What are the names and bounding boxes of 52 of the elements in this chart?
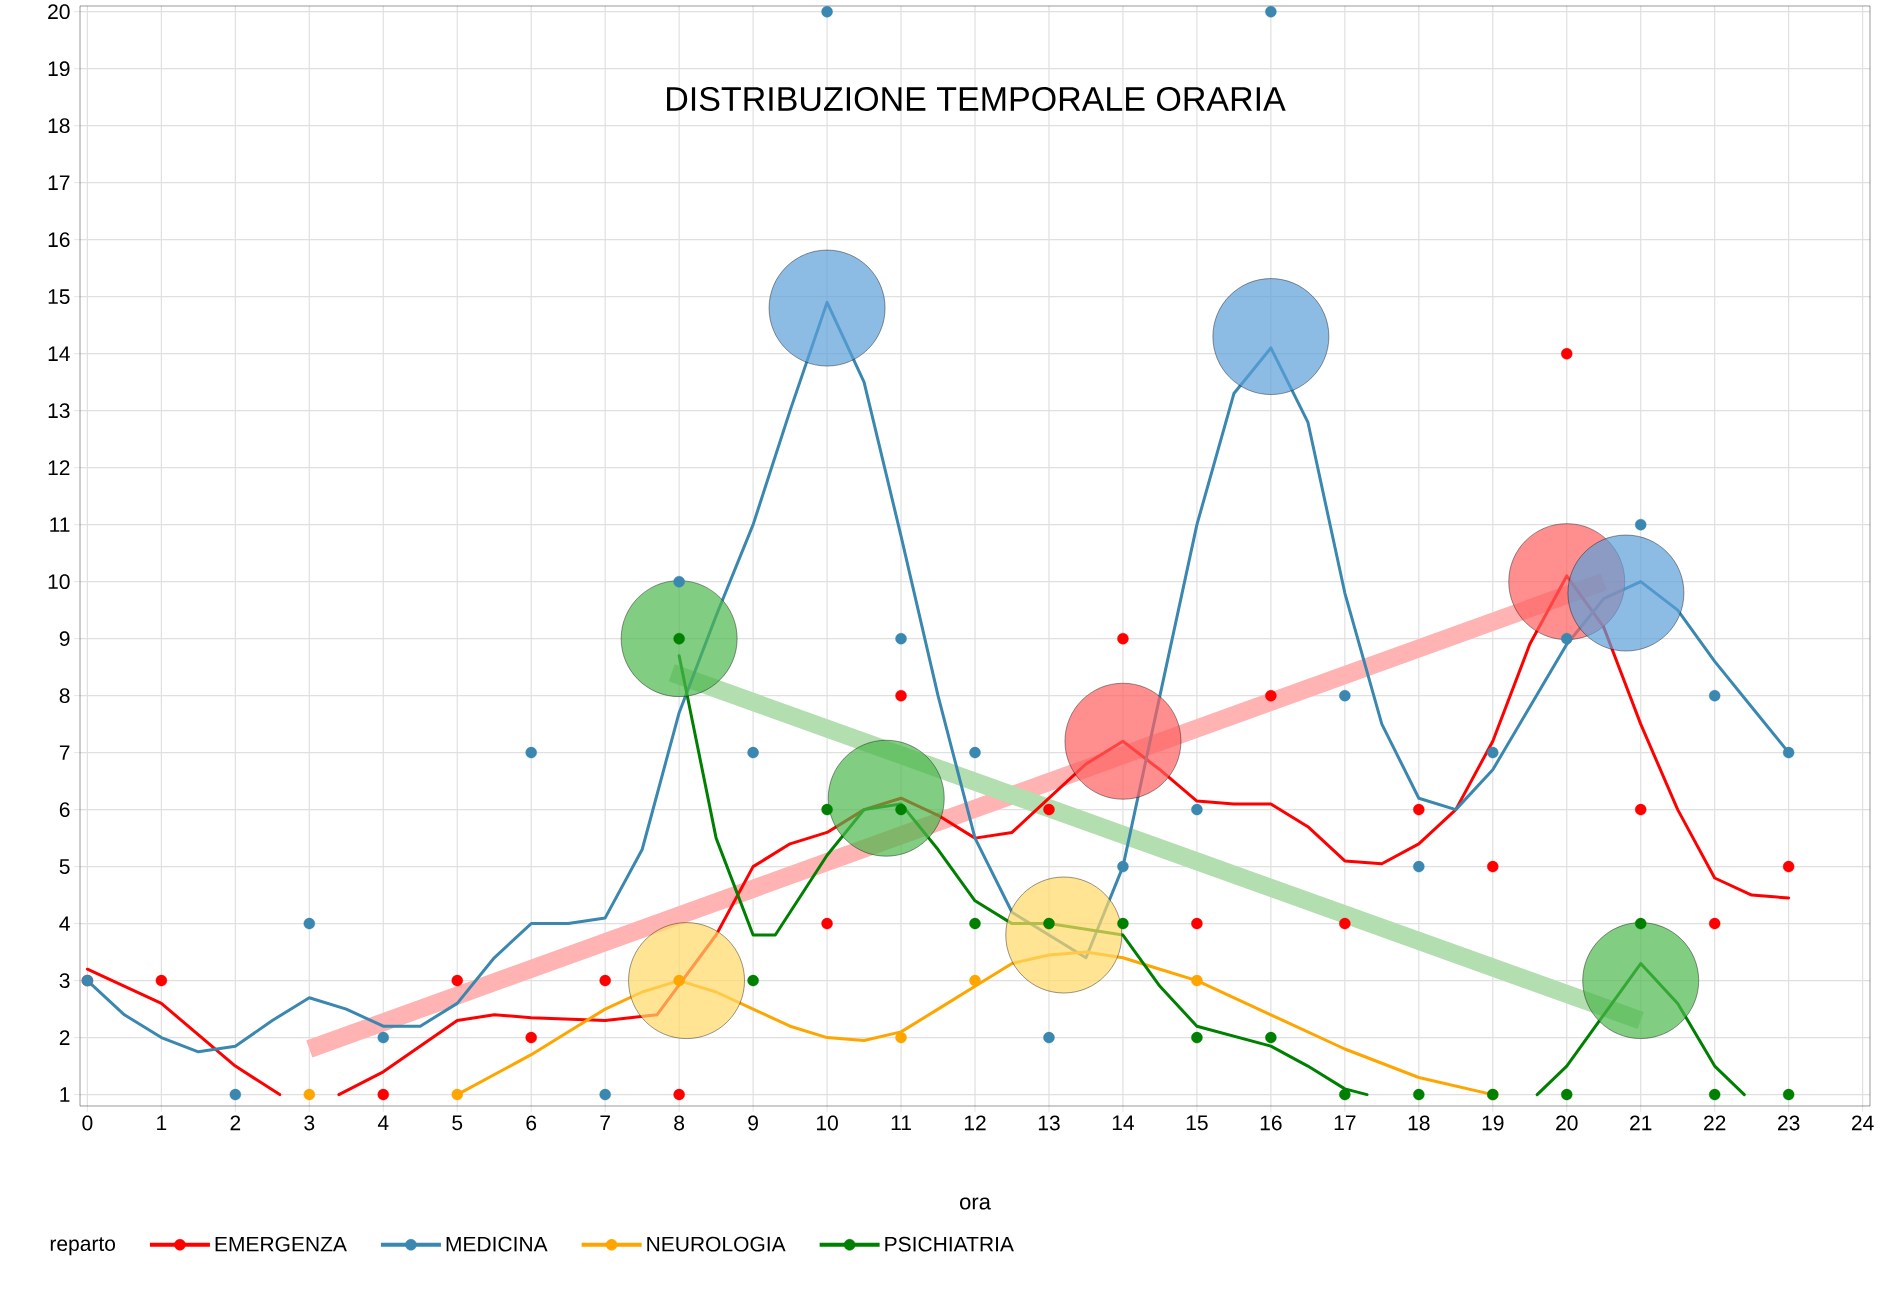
x-tick-label: 3 — [304, 1115, 315, 1131]
legend-title: reparto — [50, 1237, 116, 1256]
x-tick-label: 22 — [1704, 1115, 1726, 1131]
x-tick-label: 5 — [452, 1115, 463, 1131]
legend-label: PSICHIATRIA — [885, 1236, 1014, 1252]
x-tick-label: 24 — [1851, 1115, 1874, 1131]
y-tick-label: 11 — [50, 517, 70, 532]
legend-label: MEDICINA — [446, 1236, 548, 1252]
y-tick-label: 3 — [59, 973, 70, 989]
y-tick-label: 14 — [48, 346, 70, 361]
text: DISTRIBUZIONE TEMPORALE ORARIA — [667, 86, 1286, 112]
x-tick-label: 18 — [1408, 1115, 1430, 1131]
y-tick-label: 5 — [59, 859, 70, 874]
x-tick-label: 1 — [157, 1115, 167, 1130]
x-tick-label: 19 — [1482, 1115, 1504, 1131]
y-tick-label: 18 — [48, 118, 70, 134]
x-tick-label: 17 — [1334, 1115, 1356, 1130]
y-tick-label: 12 — [48, 460, 70, 475]
y-tick-label: 7 — [59, 745, 70, 760]
x-tick-label: 0 — [82, 1115, 93, 1131]
x-tick-label: 13 — [1038, 1115, 1060, 1131]
y-tick-label: 15 — [48, 289, 70, 304]
y-tick-label: 16 — [48, 232, 70, 248]
x-tick-label: 4 — [377, 1115, 389, 1130]
x-tick-label: 23 — [1778, 1115, 1800, 1131]
x-tick-label: 11 — [891, 1115, 911, 1130]
x-tick-label: 20 — [1556, 1115, 1578, 1131]
y-tick-label: 1 — [60, 1087, 70, 1102]
y-tick-label: 9 — [59, 631, 70, 647]
x-tick-label: 9 — [748, 1115, 758, 1131]
x-tick-label: 14 — [1112, 1115, 1134, 1130]
y-tick-label: 6 — [59, 802, 70, 818]
y-tick-label: 8 — [59, 688, 70, 704]
y-tick-label: 17 — [48, 175, 70, 190]
x-axis-title: ora — [960, 1197, 991, 1210]
x-tick-label: 8 — [674, 1115, 685, 1131]
x-tick-label: 7 — [600, 1115, 610, 1130]
y-tick-label: 2 — [59, 1030, 70, 1045]
x-tick-label: 12 — [964, 1115, 986, 1131]
x-tick-label: 16 — [1260, 1115, 1282, 1131]
x-tick-label: 10 — [816, 1115, 838, 1131]
y-tick-label: 13 — [48, 403, 70, 419]
x-tick-label: 6 — [526, 1115, 537, 1131]
x-tick-label: 15 — [1186, 1115, 1208, 1131]
x-tick-label: 21 — [1630, 1115, 1652, 1131]
y-tick-label: 4 — [59, 916, 70, 931]
y-tick-label: 19 — [48, 61, 70, 77]
x-tick-label: 2 — [230, 1115, 241, 1131]
legend-label: EMERGENZA — [215, 1236, 347, 1252]
legend-label: NEUROLOGIA — [647, 1236, 786, 1252]
y-tick-label: 20 — [48, 4, 70, 20]
y-tick-label: 10 — [48, 574, 70, 590]
